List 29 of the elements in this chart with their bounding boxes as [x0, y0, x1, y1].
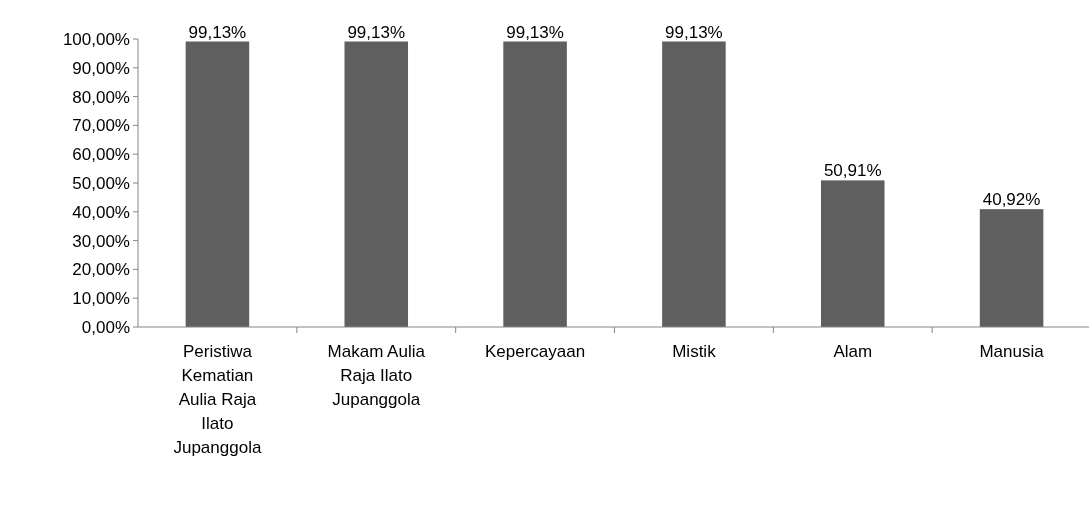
- x-tick-label: Mistik: [672, 342, 717, 361]
- y-tick-label: 60,00%: [72, 145, 130, 165]
- bar: [185, 41, 250, 327]
- y-tick-label: 0,00%: [81, 317, 130, 337]
- bar: [820, 180, 885, 327]
- x-tick-label: Manusia: [979, 342, 1045, 361]
- x-tick-label: Kepercayaan: [484, 342, 586, 361]
- bar: [979, 209, 1044, 327]
- y-tick-label: 40,00%: [72, 202, 130, 222]
- x-tick-label: Makam Aulia Raja Ilato Jupanggola: [327, 342, 426, 409]
- y-tick-label: 20,00%: [72, 260, 130, 280]
- data-label: 99,13%: [188, 22, 247, 42]
- y-tick-label: 90,00%: [72, 58, 130, 78]
- data-label: 99,13%: [347, 22, 406, 42]
- data-label: 50,91%: [823, 161, 882, 181]
- y-tick-label: 70,00%: [72, 116, 130, 136]
- y-tick-label: 100,00%: [62, 29, 130, 49]
- bar: [662, 41, 726, 327]
- data-label: 99,13%: [506, 22, 564, 42]
- bar: [503, 41, 567, 327]
- bar: [344, 41, 409, 327]
- y-tick-label: 10,00%: [72, 289, 130, 309]
- y-tick-label: 30,00%: [72, 231, 130, 251]
- x-tick-label: Alam: [833, 342, 873, 361]
- y-tick-label: 80,00%: [72, 87, 130, 107]
- y-tick-label: 50,00%: [72, 173, 130, 193]
- x-tick-label: Peristiwa Kematian Aulia Raja Ilato Jupanggola: [173, 342, 262, 457]
- data-label: 99,13%: [665, 22, 723, 42]
- data-label: 40,92%: [982, 190, 1041, 210]
